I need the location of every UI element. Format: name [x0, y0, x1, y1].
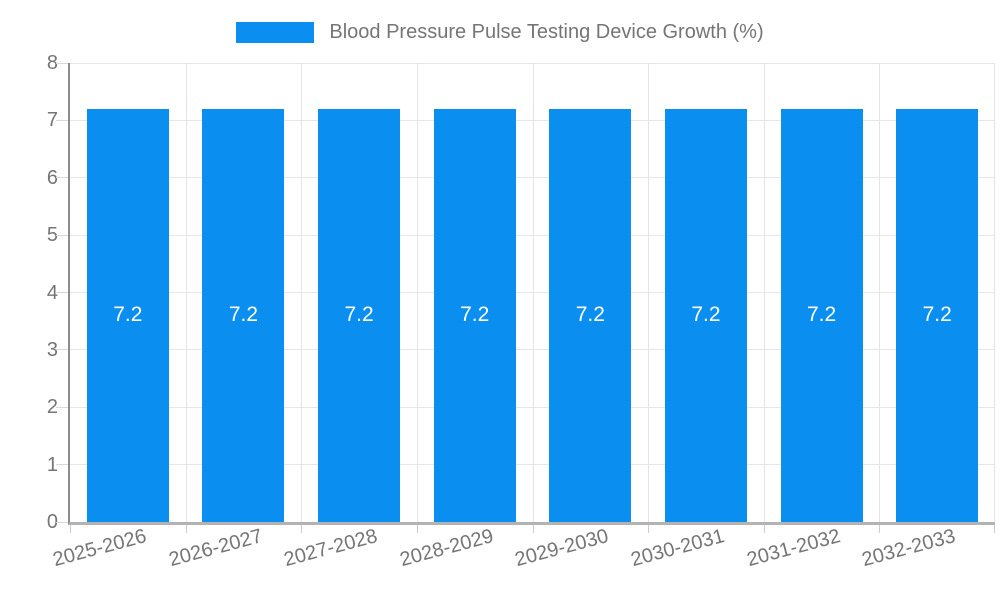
x-category-cell: 2025-2026 — [51, 525, 184, 597]
bar-value-label: 7.2 — [344, 303, 374, 327]
bar: 7.2 — [549, 108, 632, 522]
bar-value-label: 7.2 — [113, 303, 143, 327]
y-tick-label: 4 — [46, 281, 58, 304]
y-axis-tick — [56, 292, 68, 293]
x-category-cell: 2026-2027 — [166, 525, 300, 597]
bar: 7.2 — [780, 108, 863, 522]
x-category-cell: 2027-2028 — [282, 525, 415, 597]
x-category-cell: 2031-2032 — [744, 525, 878, 597]
y-tick-label: 1 — [46, 453, 58, 476]
y-tick-label: 8 — [46, 52, 58, 74]
x-category-cell: 2030-2031 — [629, 525, 762, 597]
bar: 7.2 — [202, 108, 285, 522]
y-tick-label: 3 — [46, 338, 58, 361]
bar-value-label: 7.2 — [691, 303, 721, 327]
x-category-cell: 2032-2033 — [860, 525, 993, 597]
bar-value-label: 7.2 — [228, 303, 259, 327]
x-category-cell: 2029-2030 — [513, 525, 647, 597]
y-axis-tick — [56, 177, 68, 179]
gridline — [532, 63, 534, 522]
y-axis-tick — [56, 349, 68, 351]
y-tick-label: 6 — [46, 166, 58, 189]
y-tick-label: 5 — [46, 224, 58, 247]
y-axis-labels: 0 1 2 3 4 5 6 7 8 — [0, 52, 58, 533]
y-axis-tick — [56, 521, 68, 523]
x-axis-tick — [648, 525, 650, 533]
legend-label: Blood Pressure Pulse Testing Device Grow… — [329, 20, 764, 43]
x-axis-tick — [994, 525, 995, 533]
y-tick-label: 7 — [46, 109, 58, 132]
gridline — [301, 63, 303, 522]
bar: 7.2 — [433, 108, 516, 522]
bar: 7.2 — [318, 108, 401, 522]
y-tick-label: 2 — [46, 396, 58, 419]
chart-legend: Blood Pressure Pulse Testing Device Grow… — [0, 21, 1000, 43]
bar: 7.2 — [896, 108, 979, 522]
bar: 7.2 — [664, 108, 747, 522]
x-category-cell: 2028-2029 — [398, 525, 531, 597]
x-axis-tick — [532, 525, 534, 533]
y-tick-label: 0 — [46, 511, 58, 533]
bar-value-label: 7.2 — [806, 303, 837, 327]
gridline — [763, 63, 765, 522]
legend-swatch — [236, 21, 315, 43]
x-tick-label: 2025-2026 — [50, 525, 149, 572]
bar-value-label: 7.2 — [575, 303, 605, 327]
y-axis-tick — [56, 464, 68, 466]
x-axis-tick — [70, 525, 71, 533]
gridline — [994, 63, 995, 522]
x-axis-tick — [879, 525, 881, 533]
y-axis-tick — [56, 62, 68, 64]
bar-value-label: 7.2 — [922, 303, 952, 327]
gridline — [185, 63, 187, 522]
y-axis-tick — [56, 234, 68, 236]
x-axis-labels: 2025-2026 2026-2027 2027-2028 2028-2029 2029… — [51, 525, 993, 597]
x-axis-tick — [416, 525, 418, 533]
gridline — [879, 63, 881, 522]
gridline — [648, 63, 650, 522]
plot-area: 7.2 7.2 7.2 7.2 7.2 7.2 7.2 7.2 — [56, 62, 995, 533]
gridline — [416, 63, 418, 522]
bar: 7.2 — [86, 108, 169, 522]
y-axis-tick — [56, 119, 68, 121]
y-axis-tick — [56, 406, 68, 408]
x-axis-tick — [301, 525, 303, 533]
x-axis-tick — [185, 525, 187, 533]
x-axis-tick — [763, 525, 765, 533]
bar-value-label: 7.2 — [460, 303, 490, 327]
